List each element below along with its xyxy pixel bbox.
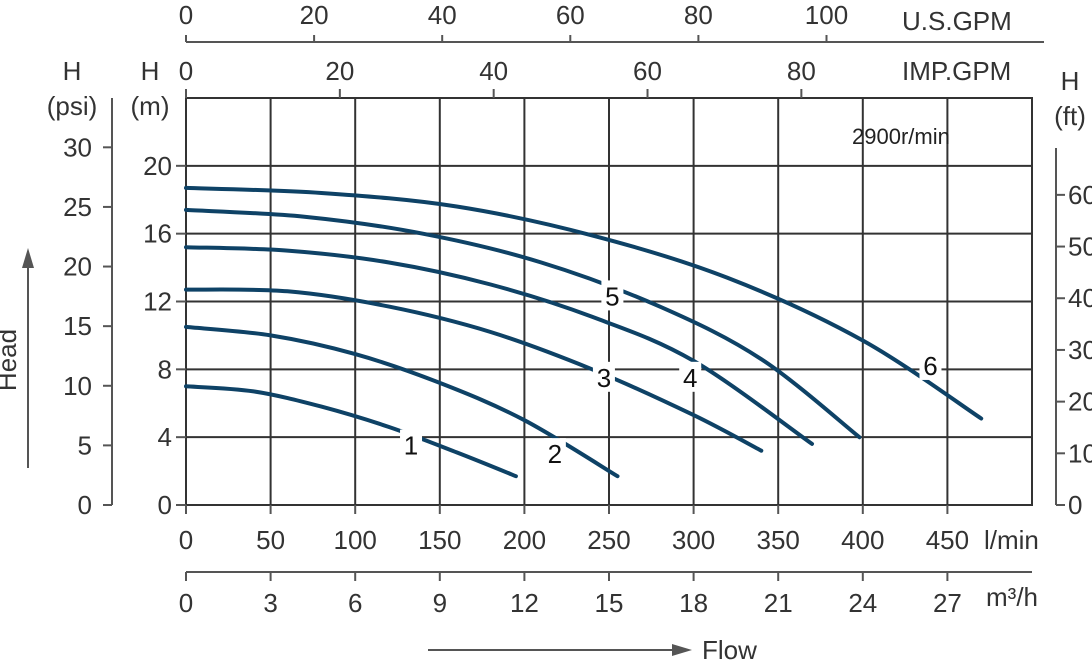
impgpm-tick-label: 0 — [179, 56, 193, 86]
curve-label-5: 5 — [605, 281, 619, 311]
lmin-tick-label: 0 — [179, 525, 193, 555]
head-arrow-head — [22, 248, 34, 268]
speed-label: 2900r/min — [852, 124, 950, 149]
m-tick-label: 4 — [158, 422, 172, 452]
m3h-tick-label: 6 — [348, 588, 362, 618]
lmin-tick-label: 400 — [841, 525, 884, 555]
m3h-tick-label: 12 — [510, 588, 539, 618]
psi-tick-label: 10 — [63, 371, 92, 401]
curve-label-4: 4 — [683, 363, 697, 393]
m3h-tick-label: 3 — [263, 588, 277, 618]
ft-axis-title: H — [1061, 66, 1080, 96]
pump-curve-1 — [184, 384, 518, 479]
m3h-unit-label: m³/h — [986, 582, 1038, 612]
impgpm-unit-label: IMP.GPM — [902, 56, 1011, 86]
psi-tick-label: 0 — [78, 490, 92, 520]
ft-tick-label: 30 — [1068, 335, 1092, 365]
lmin-tick-label: 250 — [587, 525, 630, 555]
psi-tick-label: 15 — [63, 311, 92, 341]
curve-label-2: 2 — [548, 439, 562, 469]
usgpm-tick-label: 40 — [428, 0, 457, 30]
ft-tick-label: 0 — [1068, 490, 1082, 520]
psi-axis-unit: (psi) — [47, 91, 98, 121]
ft-tick-label: 40 — [1068, 283, 1092, 313]
m-tick-label: 16 — [143, 219, 172, 249]
flow-label: Flow — [702, 635, 757, 660]
usgpm-tick-label: 80 — [684, 0, 713, 30]
curve-label-1: 1 — [404, 431, 418, 461]
psi-tick-label: 20 — [63, 252, 92, 282]
lmin-tick-label: 50 — [256, 525, 285, 555]
lmin-tick-label: 100 — [334, 525, 377, 555]
lmin-tick-label: 300 — [672, 525, 715, 555]
pump-curve-5 — [184, 207, 862, 440]
impgpm-tick-label: 60 — [633, 56, 662, 86]
ft-tick-label: 50 — [1068, 232, 1092, 262]
m3h-tick-label: 15 — [595, 588, 624, 618]
psi-axis-title: H — [63, 56, 82, 86]
psi-tick-label: 30 — [63, 132, 92, 162]
lmin-tick-label: 450 — [926, 525, 969, 555]
curve-label-background — [592, 361, 615, 392]
curve-label-background — [919, 349, 942, 380]
usgpm-tick-label: 0 — [179, 0, 193, 30]
m3h-tick-label: 0 — [179, 588, 193, 618]
usgpm-tick-label: 100 — [805, 0, 848, 30]
flow-arrow-head — [672, 644, 692, 656]
usgpm-tick-label: 20 — [300, 0, 329, 30]
pump-curve-3 — [184, 287, 764, 453]
impgpm-tick-label: 80 — [787, 56, 816, 86]
m-tick-label: 0 — [158, 490, 172, 520]
m3h-tick-label: 18 — [679, 588, 708, 618]
pump-curve-4 — [184, 245, 814, 446]
lmin-unit-label: l/min — [984, 525, 1039, 555]
impgpm-tick-label: 40 — [479, 56, 508, 86]
ft-tick-label: 10 — [1068, 438, 1092, 468]
curve-label-background — [543, 438, 566, 469]
head-label: Head — [0, 329, 22, 391]
ft-tick-label: 60 — [1068, 180, 1092, 210]
impgpm-tick-label: 20 — [325, 56, 354, 86]
m-tick-label: 8 — [158, 354, 172, 384]
psi-tick-label: 25 — [63, 192, 92, 222]
m3h-tick-label: 9 — [433, 588, 447, 618]
m-axis-unit: (m) — [131, 91, 170, 121]
pump-curve-2 — [184, 324, 620, 479]
curve-label-background — [679, 361, 702, 392]
usgpm-unit-label: U.S.GPM — [902, 6, 1012, 36]
ft-tick-label: 20 — [1068, 387, 1092, 417]
curve-label-6: 6 — [923, 351, 937, 381]
curve-label-background — [400, 429, 423, 460]
m3h-tick-label: 24 — [848, 588, 877, 618]
m-axis-title: H — [141, 56, 160, 86]
m-tick-label: 20 — [143, 151, 172, 181]
lmin-tick-label: 200 — [503, 525, 546, 555]
curve-label-3: 3 — [597, 363, 611, 393]
curve-label-background — [601, 280, 624, 311]
m-tick-label: 12 — [143, 287, 172, 317]
m3h-tick-label: 21 — [764, 588, 793, 618]
curves: 1 2 3 4 5 6 — [184, 185, 984, 479]
lmin-tick-label: 350 — [757, 525, 800, 555]
pump-curve-6 — [184, 185, 984, 421]
psi-tick-label: 5 — [78, 430, 92, 460]
usgpm-tick-label: 60 — [556, 0, 585, 30]
lmin-tick-label: 150 — [418, 525, 461, 555]
m3h-tick-label: 27 — [933, 588, 962, 618]
ft-axis-unit: (ft) — [1054, 101, 1086, 131]
